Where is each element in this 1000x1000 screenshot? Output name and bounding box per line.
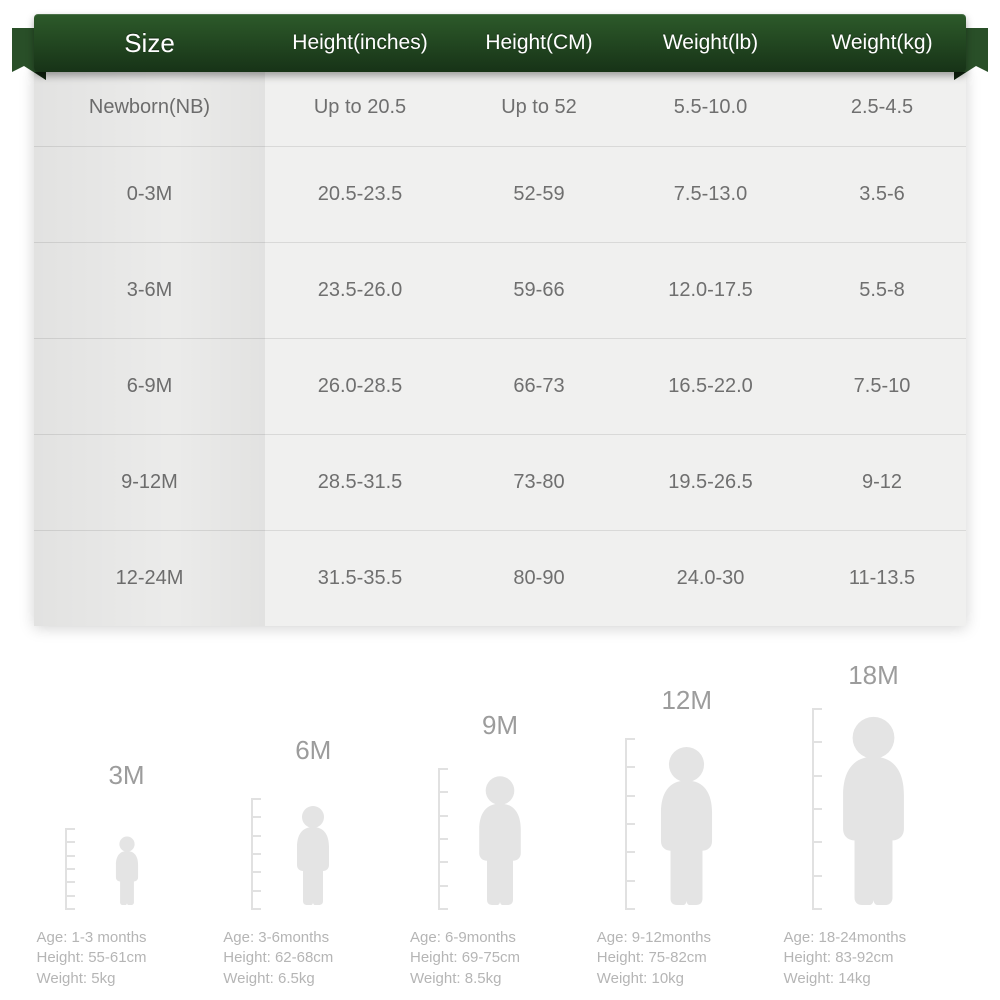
table-row: 9-12M28.5-31.573-8019.5-26.59-12 — [34, 434, 966, 530]
table-row: 0-3M20.5-23.552-597.5-13.03.5-6 — [34, 146, 966, 242]
table-cell: 24.0-30 — [623, 567, 798, 590]
growth-figure-area — [243, 735, 383, 910]
column-header-height-inches: Height(inches) — [265, 31, 455, 55]
caption-weight: Weight: 6.5kg — [223, 969, 403, 989]
table-cell: Newborn(NB) — [34, 96, 265, 119]
table-cell: 9-12M — [34, 471, 265, 494]
growth-figure-area — [57, 760, 197, 910]
child-silhouette-icon — [824, 715, 923, 910]
growth-figure-area — [804, 660, 944, 910]
caption-height: Height: 55-61cm — [37, 948, 217, 968]
child-silhouette-icon — [645, 745, 728, 910]
table-cell: 23.5-26.0 — [265, 279, 455, 302]
caption-weight: Weight: 14kg — [784, 969, 964, 989]
table-cell: 2.5-4.5 — [798, 96, 966, 119]
table-cell: 12-24M — [34, 567, 265, 590]
caption-height: Height: 83-92cm — [784, 948, 964, 968]
table-cell: 52-59 — [455, 183, 623, 206]
growth-figure-area — [617, 685, 757, 910]
table-cell: 16.5-22.0 — [623, 375, 798, 398]
caption-weight: Weight: 8.5kg — [410, 969, 590, 989]
growth-stage-caption: Age: 6-9monthsHeight: 69-75cmWeight: 8.5… — [410, 928, 590, 989]
column-header-size: Size — [34, 28, 265, 59]
table-header-ribbon: Size Height(inches) Height(CM) Weight(lb… — [34, 14, 966, 72]
height-ruler-icon — [438, 770, 452, 910]
growth-stage: 3M Age: 1-3 monthsHeight: 55-61cmWeight:… — [34, 760, 219, 989]
table-cell: Up to 20.5 — [265, 96, 455, 119]
caption-height: Height: 69-75cm — [410, 948, 590, 968]
growth-stages-infographic: 3M Age: 1-3 monthsHeight: 55-61cmWeight:… — [34, 660, 966, 989]
column-header-weight-kg: Weight(kg) — [798, 31, 966, 55]
caption-age: Age: 1-3 months — [37, 928, 217, 948]
growth-figure-area — [430, 710, 570, 910]
growth-stage: 6M Age: 3-6monthsHeight: 62-68cmWeight: … — [221, 735, 406, 989]
column-header-weight-lb: Weight(lb) — [623, 31, 798, 55]
table-cell: 5.5-8 — [798, 279, 966, 302]
table-cell: 28.5-31.5 — [265, 471, 455, 494]
table-cell: 0-3M — [34, 183, 265, 206]
growth-stage: 12M Age: 9-12monthsHeight: 75-82cmWeight… — [594, 685, 779, 989]
table-cell: 12.0-17.5 — [623, 279, 798, 302]
growth-stage: 18M Age: 18-24monthsHeight: 83-92cmWeigh… — [781, 660, 966, 989]
height-ruler-icon — [625, 740, 639, 910]
growth-stage: 9M Age: 6-9monthsHeight: 69-75cmWeight: … — [408, 710, 593, 989]
table-cell: 73-80 — [455, 471, 623, 494]
header-ribbon-container: Size Height(inches) Height(CM) Weight(lb… — [12, 14, 988, 72]
table-row: Newborn(NB)Up to 20.5Up to 525.5-10.02.5… — [34, 68, 966, 146]
caption-weight: Weight: 10kg — [597, 969, 777, 989]
caption-age: Age: 9-12months — [597, 928, 777, 948]
caption-age: Age: 6-9months — [410, 928, 590, 948]
table-cell: 19.5-26.5 — [623, 471, 798, 494]
growth-stage-caption: Age: 18-24monthsHeight: 83-92cmWeight: 1… — [784, 928, 964, 989]
column-header-height-cm: Height(CM) — [455, 31, 623, 55]
table-cell: 3.5-6 — [798, 183, 966, 206]
table-cell: 5.5-10.0 — [623, 96, 798, 119]
table-cell: 26.0-28.5 — [265, 375, 455, 398]
table-cell: 80-90 — [455, 567, 623, 590]
table-cell: 7.5-13.0 — [623, 183, 798, 206]
table-row: 12-24M31.5-35.580-9024.0-3011-13.5 — [34, 530, 966, 626]
table-cell: 20.5-23.5 — [265, 183, 455, 206]
table-cell: 31.5-35.5 — [265, 567, 455, 590]
table-cell: 59-66 — [455, 279, 623, 302]
table-cell: Up to 52 — [455, 96, 623, 119]
height-ruler-icon — [251, 800, 265, 910]
table-cell: 3-6M — [34, 279, 265, 302]
caption-height: Height: 75-82cm — [597, 948, 777, 968]
child-silhouette-icon — [109, 835, 145, 910]
child-silhouette-icon — [466, 775, 534, 910]
size-chart-table: Newborn(NB)Up to 20.5Up to 525.5-10.02.5… — [34, 68, 966, 626]
table-row: 3-6M23.5-26.059-6612.0-17.55.5-8 — [34, 242, 966, 338]
table-row: 6-9M26.0-28.566-7316.5-22.07.5-10 — [34, 338, 966, 434]
table-cell: 6-9M — [34, 375, 265, 398]
height-ruler-icon — [65, 830, 79, 910]
table-cell: 7.5-10 — [798, 375, 966, 398]
table-cell: 9-12 — [798, 471, 966, 494]
caption-age: Age: 3-6months — [223, 928, 403, 948]
child-silhouette-icon — [287, 805, 339, 910]
table-cell: 11-13.5 — [798, 567, 966, 590]
growth-stage-caption: Age: 9-12monthsHeight: 75-82cmWeight: 10… — [597, 928, 777, 989]
caption-height: Height: 62-68cm — [223, 948, 403, 968]
growth-stage-caption: Age: 3-6monthsHeight: 62-68cmWeight: 6.5… — [223, 928, 403, 989]
table-cell: 66-73 — [455, 375, 623, 398]
caption-age: Age: 18-24months — [784, 928, 964, 948]
caption-weight: Weight: 5kg — [37, 969, 217, 989]
growth-stage-caption: Age: 1-3 monthsHeight: 55-61cmWeight: 5k… — [37, 928, 217, 989]
